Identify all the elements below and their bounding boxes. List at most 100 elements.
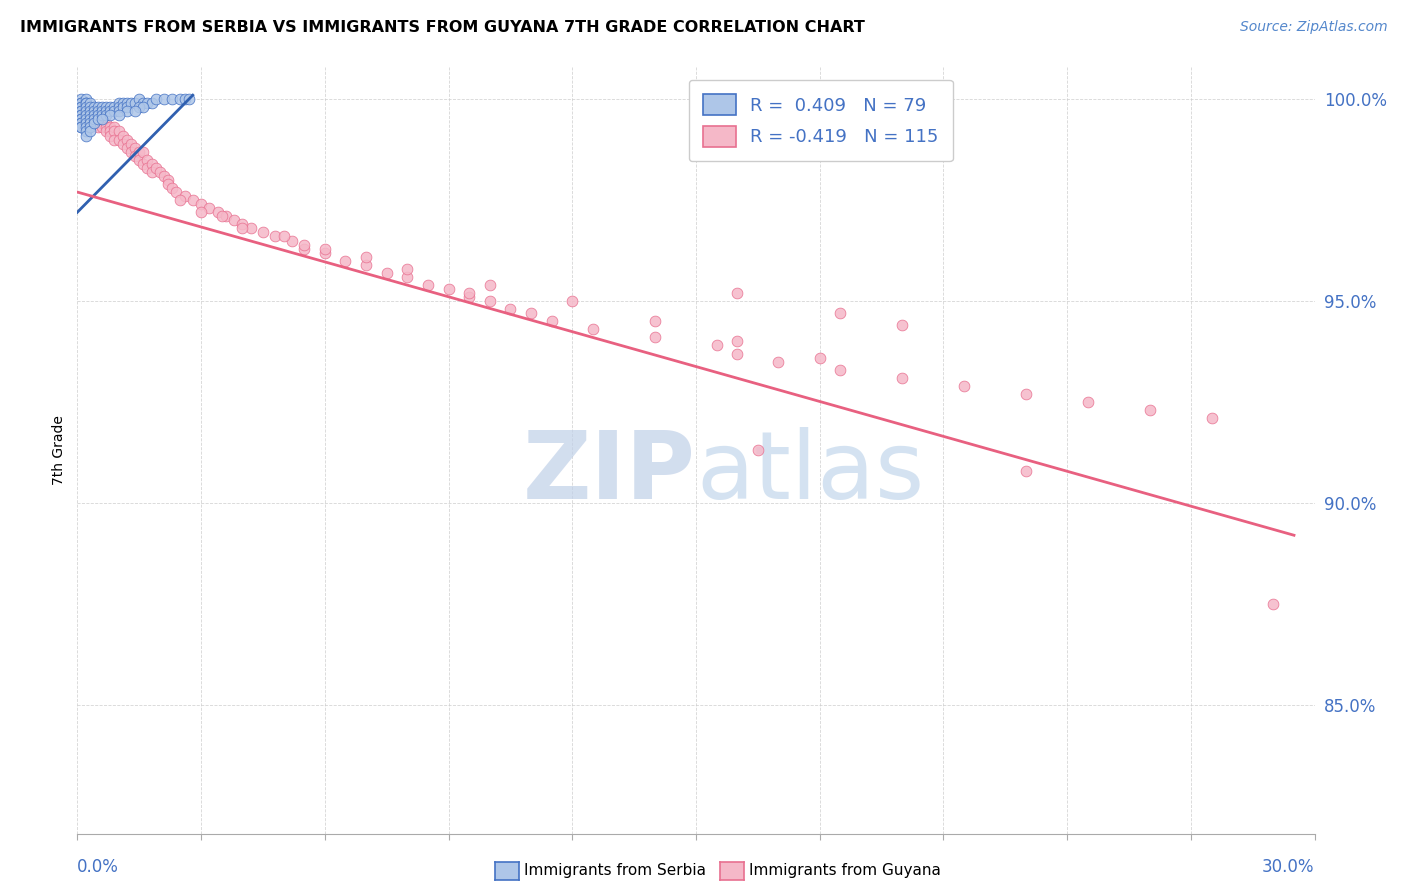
Point: [120, 136, 142, 151]
Point: [173, 92, 195, 106]
Point: [103, 120, 125, 135]
Point: [132, 145, 155, 159]
Point: [132, 96, 155, 111]
Point: [115, 141, 138, 155]
Point: [396, 269, 419, 284]
Point: [79, 100, 101, 114]
Point: [141, 157, 163, 171]
Point: [1015, 464, 1038, 478]
Point: [153, 169, 176, 183]
Point: [75, 92, 97, 106]
Point: [70, 108, 93, 122]
Point: [335, 253, 357, 268]
Point: [132, 100, 155, 114]
Point: [149, 165, 172, 179]
Point: [582, 322, 605, 336]
Point: [124, 141, 146, 155]
Text: Immigrants from Serbia: Immigrants from Serbia: [524, 863, 706, 878]
Point: [128, 145, 150, 159]
Point: [561, 294, 583, 309]
Point: [96, 108, 118, 122]
Point: [83, 112, 105, 127]
Point: [98, 120, 121, 135]
Point: [111, 128, 134, 143]
Point: [136, 96, 159, 111]
Point: [540, 314, 562, 328]
Point: [83, 116, 105, 130]
Point: [1077, 395, 1099, 409]
Point: [953, 379, 976, 393]
Point: [153, 92, 176, 106]
Point: [87, 120, 110, 135]
Point: [120, 96, 142, 111]
Point: [808, 351, 831, 365]
Point: [830, 306, 852, 320]
Point: [70, 96, 93, 111]
Point: [478, 277, 501, 292]
Point: [91, 104, 114, 119]
Point: [416, 277, 439, 292]
Point: [91, 112, 114, 127]
Point: [165, 185, 187, 199]
Point: [83, 100, 105, 114]
Point: [70, 96, 93, 111]
Point: [190, 205, 212, 219]
Point: [128, 92, 150, 106]
Point: [83, 108, 105, 122]
Point: [136, 153, 159, 167]
Text: Source: ZipAtlas.com: Source: ZipAtlas.com: [1240, 20, 1388, 34]
Point: [87, 112, 110, 127]
Point: [520, 306, 543, 320]
Point: [75, 128, 97, 143]
Point: [83, 104, 105, 119]
Point: [70, 104, 93, 119]
Point: [458, 290, 481, 304]
Text: IMMIGRANTS FROM SERBIA VS IMMIGRANTS FROM GUYANA 7TH GRADE CORRELATION CHART: IMMIGRANTS FROM SERBIA VS IMMIGRANTS FRO…: [20, 20, 865, 35]
Point: [160, 181, 183, 195]
Point: [79, 120, 101, 135]
Point: [292, 237, 315, 252]
Point: [115, 132, 138, 146]
Text: atlas: atlas: [696, 427, 924, 519]
Point: [768, 354, 790, 368]
Text: ZIP: ZIP: [523, 427, 696, 519]
Point: [70, 120, 93, 135]
Point: [75, 116, 97, 130]
Point: [103, 104, 125, 119]
Point: [75, 96, 97, 111]
Point: [314, 242, 336, 256]
Point: [891, 318, 914, 333]
Point: [103, 100, 125, 114]
Point: [231, 221, 253, 235]
Point: [98, 104, 121, 119]
Point: [83, 112, 105, 127]
Point: [75, 120, 97, 135]
Point: [107, 96, 129, 111]
Point: [725, 346, 748, 360]
Point: [273, 229, 295, 244]
Point: [107, 132, 129, 146]
Point: [70, 108, 93, 122]
Point: [222, 213, 245, 227]
Point: [1139, 403, 1161, 417]
Point: [87, 108, 110, 122]
Point: [157, 177, 180, 191]
Point: [211, 209, 233, 223]
Point: [1201, 411, 1223, 425]
Point: [91, 112, 114, 127]
Point: [120, 145, 142, 159]
Point: [79, 96, 101, 111]
Point: [111, 100, 134, 114]
Point: [747, 443, 769, 458]
Point: [141, 96, 163, 111]
Text: 0.0%: 0.0%: [77, 858, 120, 876]
Point: [706, 338, 728, 352]
Point: [160, 92, 183, 106]
Point: [252, 226, 274, 240]
Point: [83, 116, 105, 130]
Point: [79, 108, 101, 122]
Point: [98, 128, 121, 143]
Point: [70, 100, 93, 114]
Point: [190, 197, 212, 211]
Point: [87, 112, 110, 127]
